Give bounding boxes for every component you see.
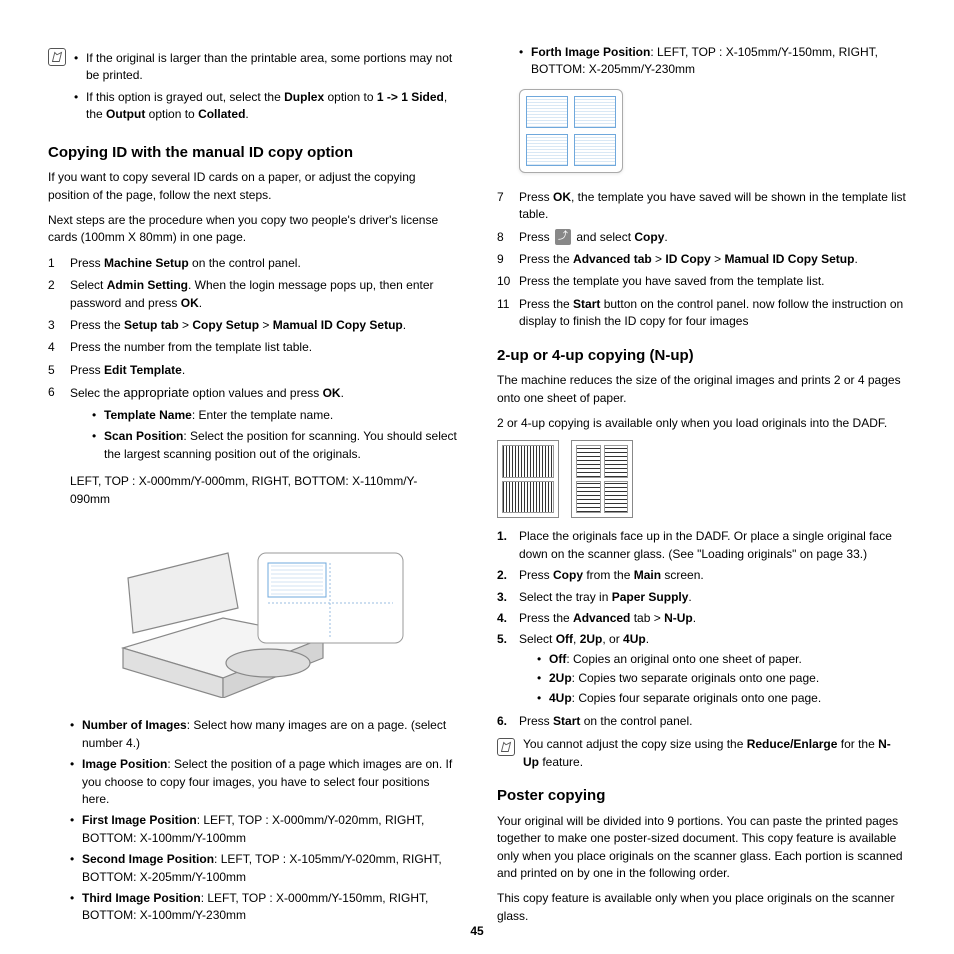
step: Press Start on the control panel. xyxy=(519,713,906,730)
step: Place the originals face up in the DADF.… xyxy=(519,528,906,563)
step-num: 6 xyxy=(48,384,70,467)
step: Select Admin Setting. When the login mes… xyxy=(70,277,457,312)
para: Your original will be divided into 9 por… xyxy=(497,813,906,883)
step-num: 4. xyxy=(497,610,519,627)
bullet: 2Up: Copies two separate originals onto … xyxy=(537,670,906,687)
bullet: Number of Images: Select how many images… xyxy=(70,717,457,752)
step-num: 3 xyxy=(48,317,70,334)
bullet: First Image Position: LEFT, TOP : X-000m… xyxy=(70,812,457,847)
step-num: 1. xyxy=(497,528,519,563)
step-num: 2 xyxy=(48,277,70,312)
note-line: If this option is grayed out, select the… xyxy=(74,89,457,124)
step: Selec the appropriate option values and … xyxy=(70,384,457,467)
step-num: 9 xyxy=(497,251,519,268)
step-num: 1 xyxy=(48,255,70,272)
note-text: You cannot adjust the copy size using th… xyxy=(523,736,906,771)
nup-figure xyxy=(497,440,906,518)
step: Press ⤴ and select Copy. xyxy=(519,229,906,246)
step-num: 4 xyxy=(48,339,70,356)
bullet: Template Name: Enter the template name. xyxy=(92,407,457,424)
note-line: If the original is larger than the print… xyxy=(74,50,457,85)
step-num: 8 xyxy=(497,229,519,246)
note-icon xyxy=(48,48,66,66)
bullet: Forth Image Position: LEFT, TOP : X-105m… xyxy=(519,44,906,79)
bullet: Second Image Position: LEFT, TOP : X-105… xyxy=(70,851,457,886)
step: Press the Advanced tab > N-Up. xyxy=(519,610,906,627)
bullet: 4Up: Copies four separate originals onto… xyxy=(537,690,906,707)
step: Select the tray in Paper Supply. xyxy=(519,589,906,606)
heading-poster: Poster copying xyxy=(497,785,906,807)
scanner-illustration xyxy=(48,518,457,703)
bullet: Third Image Position: LEFT, TOP : X-000m… xyxy=(70,890,457,925)
bullet: Off: Copies an original onto one sheet o… xyxy=(537,651,906,668)
step: Select Off, 2Up, or 4Up. Off: Copies an … xyxy=(519,631,906,709)
step-num: 7 xyxy=(497,189,519,224)
step: Press the Setup tab > Copy Setup > Mamua… xyxy=(70,317,457,334)
bullet: Scan Position: Select the position for s… xyxy=(92,428,457,463)
para: The machine reduces the size of the orig… xyxy=(497,372,906,407)
heading-manual-id: Copying ID with the manual ID copy optio… xyxy=(48,142,457,164)
step-num: 5 xyxy=(48,362,70,379)
scan-position-values: LEFT, TOP : X-000mm/Y-000mm, RIGHT, BOTT… xyxy=(70,473,457,508)
step: Press the Advanced tab > ID Copy > Mamua… xyxy=(519,251,906,268)
note-nup: You cannot adjust the copy size using th… xyxy=(497,736,906,771)
para: 2 or 4-up copying is available only when… xyxy=(497,415,906,432)
step-num: 3. xyxy=(497,589,519,606)
step: Press Machine Setup on the control panel… xyxy=(70,255,457,272)
step: Press the template you have saved from t… xyxy=(519,273,906,290)
step-num: 2. xyxy=(497,567,519,584)
heading-nup: 2-up or 4-up copying (N-up) xyxy=(497,345,906,367)
bullet: Image Position: Select the position of a… xyxy=(70,756,457,808)
page-number: 45 xyxy=(0,923,954,940)
back-button-icon: ⤴ xyxy=(555,229,571,245)
step: Press Edit Template. xyxy=(70,362,457,379)
step-num: 10 xyxy=(497,273,519,290)
step: Press Copy from the Main screen. xyxy=(519,567,906,584)
note-icon xyxy=(497,738,515,756)
para: This copy feature is available only when… xyxy=(497,890,906,925)
note-printable-area: If the original is larger than the print… xyxy=(48,46,457,128)
para: If you want to copy several ID cards on … xyxy=(48,169,457,204)
para: Next steps are the procedure when you co… xyxy=(48,212,457,247)
step: Press OK, the template you have saved wi… xyxy=(519,189,906,224)
step-num: 5. xyxy=(497,631,519,709)
step-num: 6. xyxy=(497,713,519,730)
step: Press the number from the template list … xyxy=(70,339,457,356)
step-num: 11 xyxy=(497,296,519,331)
four-image-layout-figure xyxy=(519,89,623,173)
step: Press the Start button on the control pa… xyxy=(519,296,906,331)
